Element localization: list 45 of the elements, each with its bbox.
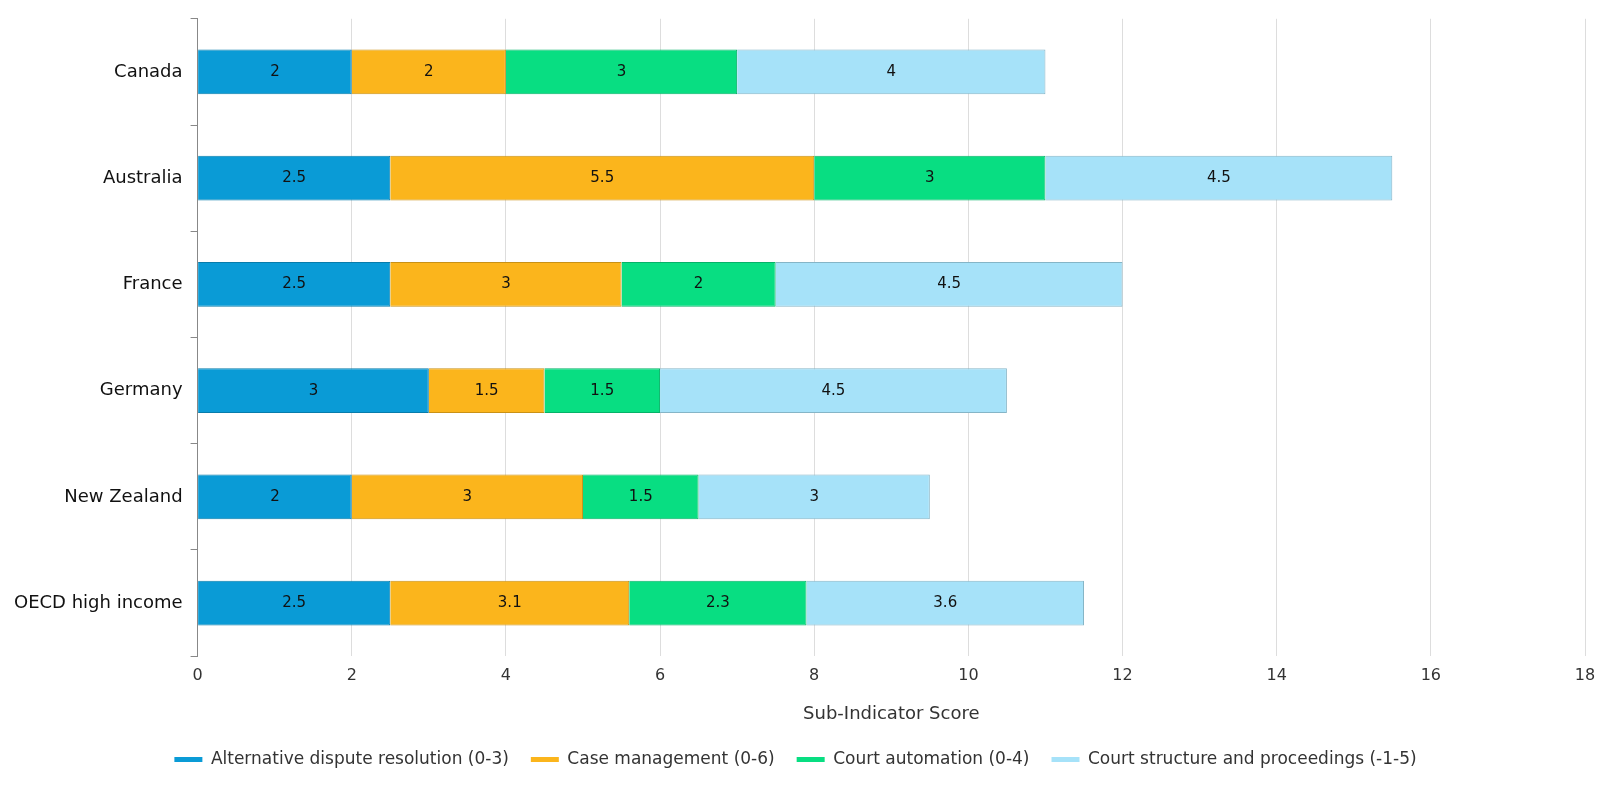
data-label: 1.5 — [628, 486, 653, 505]
data-label: 2 — [270, 486, 280, 505]
data-label: 2.3 — [705, 592, 730, 611]
data-label: 4.5 — [821, 380, 846, 399]
x-tick-label: 8 — [809, 664, 820, 684]
x-tick-label: 4 — [500, 664, 511, 684]
data-label: 1.5 — [474, 380, 499, 399]
data-label: 3 — [616, 61, 627, 80]
data-label: 2.5 — [282, 592, 307, 611]
data-label: 4.5 — [1206, 168, 1231, 187]
data-label: 2 — [270, 61, 280, 80]
data-label: 3 — [501, 274, 511, 293]
x-axis-title: Sub-Indicator Score — [803, 701, 980, 723]
y-tick-label: France — [122, 272, 183, 294]
x-tick-label: 18 — [1574, 664, 1596, 684]
data-label: 3 — [308, 380, 319, 399]
y-tick-label: Germany — [99, 378, 183, 400]
x-tick-label: 6 — [654, 664, 666, 684]
data-label: 5.5 — [590, 168, 615, 187]
x-tick-label: 2 — [346, 664, 357, 684]
y-tick-label: Australia — [102, 165, 183, 187]
y-tick-label: New Zealand — [64, 484, 183, 506]
legend-label: Alternative dispute resolution (0-3) — [210, 747, 509, 768]
data-label: 4.5 — [937, 274, 962, 293]
data-label: 2.5 — [282, 168, 307, 187]
data-label: 2 — [424, 61, 434, 80]
data-label: 1.5 — [590, 380, 615, 399]
data-label: 4 — [886, 61, 897, 80]
legend-label: Case management (0-6) — [567, 747, 775, 768]
legend-label: Court structure and proceedings (-1-5) — [1088, 747, 1417, 768]
data-label: 2.5 — [282, 274, 307, 293]
x-tick-label: 12 — [1112, 664, 1133, 684]
data-label: 3.1 — [497, 592, 522, 611]
data-label: 3 — [925, 168, 935, 187]
x-tick-label: 16 — [1420, 664, 1442, 684]
data-label: 3.6 — [933, 592, 958, 611]
data-label: 3 — [809, 486, 819, 505]
y-tick-label: OECD high income — [13, 590, 183, 612]
data-label: 2 — [693, 274, 704, 293]
x-tick-label: 10 — [958, 664, 979, 684]
legend-label: Court automation (0-4) — [833, 747, 1030, 768]
x-tick-label: 14 — [1266, 664, 1287, 684]
y-tick-label: Canada — [114, 59, 183, 81]
data-label: 3 — [462, 486, 473, 505]
x-tick-label: 0 — [192, 664, 203, 684]
